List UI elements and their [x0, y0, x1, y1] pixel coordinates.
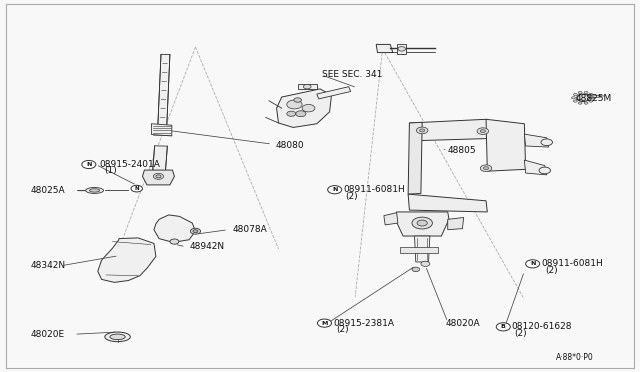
Text: 08915-2401A: 08915-2401A	[100, 160, 161, 169]
Circle shape	[477, 128, 488, 135]
Circle shape	[420, 129, 425, 132]
Circle shape	[573, 100, 577, 102]
Circle shape	[302, 105, 315, 112]
Circle shape	[417, 127, 428, 134]
Circle shape	[131, 185, 143, 192]
Circle shape	[287, 111, 296, 116]
Circle shape	[193, 230, 198, 233]
Polygon shape	[154, 215, 195, 242]
Circle shape	[412, 267, 420, 272]
Text: 48080: 48080	[275, 141, 304, 150]
Polygon shape	[152, 124, 172, 136]
Text: 48342N: 48342N	[30, 261, 65, 270]
Text: A·88*0·P0: A·88*0·P0	[556, 353, 594, 362]
Text: N: N	[86, 162, 92, 167]
Polygon shape	[448, 218, 464, 230]
Polygon shape	[486, 119, 525, 171]
Text: M: M	[321, 321, 328, 326]
Circle shape	[496, 323, 510, 331]
Circle shape	[154, 173, 164, 179]
Polygon shape	[153, 146, 168, 171]
Circle shape	[541, 139, 552, 145]
Text: (2): (2)	[514, 328, 527, 338]
Text: (2): (2)	[545, 266, 557, 275]
Circle shape	[578, 92, 582, 94]
Circle shape	[584, 92, 588, 94]
Circle shape	[417, 220, 428, 226]
Circle shape	[578, 102, 582, 104]
Circle shape	[412, 217, 433, 229]
Circle shape	[328, 186, 342, 194]
Circle shape	[480, 165, 492, 171]
Text: (2): (2)	[346, 192, 358, 201]
Circle shape	[577, 94, 589, 102]
Circle shape	[589, 93, 593, 96]
Circle shape	[572, 97, 575, 99]
Circle shape	[294, 98, 301, 102]
Ellipse shape	[90, 189, 100, 192]
Ellipse shape	[105, 332, 131, 341]
Text: N: N	[332, 187, 337, 192]
Circle shape	[287, 100, 302, 109]
Text: 48825M: 48825M	[575, 94, 612, 103]
Circle shape	[591, 97, 595, 99]
Circle shape	[317, 319, 332, 327]
Polygon shape	[524, 134, 548, 147]
Circle shape	[82, 160, 96, 169]
Polygon shape	[415, 236, 430, 262]
Polygon shape	[317, 87, 351, 99]
Polygon shape	[98, 238, 156, 282]
Circle shape	[573, 93, 577, 96]
Polygon shape	[410, 119, 491, 141]
Text: (1): (1)	[104, 166, 117, 175]
Circle shape	[170, 239, 179, 244]
Circle shape	[303, 84, 311, 89]
Polygon shape	[400, 247, 438, 253]
Text: 08911-6081H: 08911-6081H	[344, 185, 405, 194]
Circle shape	[480, 130, 485, 133]
Polygon shape	[376, 44, 393, 52]
Circle shape	[190, 228, 200, 234]
Text: SEE SEC. 341: SEE SEC. 341	[322, 70, 382, 79]
Text: 48942N: 48942N	[189, 242, 225, 251]
Polygon shape	[396, 212, 449, 236]
Text: 48020E: 48020E	[30, 330, 64, 339]
Text: 48025A: 48025A	[30, 186, 65, 195]
Text: 48020A: 48020A	[445, 319, 480, 328]
Polygon shape	[158, 54, 170, 127]
Circle shape	[525, 260, 540, 268]
Ellipse shape	[110, 334, 125, 340]
Text: B: B	[501, 324, 506, 329]
Polygon shape	[276, 89, 332, 128]
Polygon shape	[384, 213, 398, 225]
Polygon shape	[524, 160, 547, 175]
Text: 48078A: 48078A	[232, 225, 268, 234]
Polygon shape	[408, 194, 487, 212]
Circle shape	[398, 46, 406, 51]
Polygon shape	[397, 44, 406, 54]
Circle shape	[296, 111, 306, 117]
Circle shape	[483, 167, 488, 170]
Circle shape	[156, 175, 161, 178]
Text: N: N	[134, 186, 139, 191]
Polygon shape	[408, 122, 422, 194]
Circle shape	[539, 167, 550, 174]
Polygon shape	[298, 84, 317, 89]
Text: 08911-6081H: 08911-6081H	[541, 259, 604, 268]
Text: 48805: 48805	[448, 146, 476, 155]
Text: (2): (2)	[336, 325, 349, 334]
Text: 08915-2381A: 08915-2381A	[333, 319, 394, 328]
Circle shape	[589, 100, 593, 102]
Circle shape	[421, 261, 430, 266]
Text: N: N	[530, 261, 535, 266]
Circle shape	[584, 102, 588, 104]
Polygon shape	[143, 170, 174, 185]
Text: 08120-61628: 08120-61628	[511, 322, 572, 331]
Ellipse shape	[86, 187, 104, 193]
